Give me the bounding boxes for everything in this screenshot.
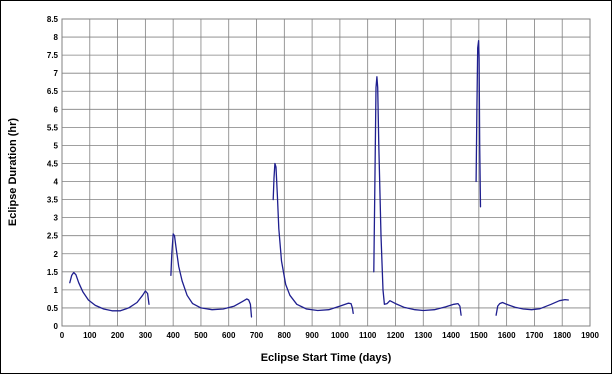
y-tick-label: 2 — [54, 250, 59, 259]
y-tick-label: 5 — [54, 141, 59, 150]
x-tick-label: 200 — [111, 331, 125, 340]
x-tick-label: 900 — [305, 331, 319, 340]
x-tick-label: 400 — [166, 331, 180, 340]
series-line-segment — [170, 233, 253, 318]
grid — [62, 19, 590, 326]
x-tick-label: 0 — [60, 331, 65, 340]
y-tick-label: 7 — [54, 69, 59, 78]
x-tick-label: 300 — [139, 331, 153, 340]
series-group — [69, 40, 569, 318]
y-tick-label: 8.5 — [47, 15, 59, 24]
series-line-segment — [495, 298, 569, 316]
series-line-segment — [475, 40, 482, 208]
x-tick-label: 1600 — [498, 331, 516, 340]
x-tick-label: 1800 — [553, 331, 571, 340]
x-tick-label: 600 — [222, 331, 236, 340]
x-tick-label: 700 — [250, 331, 264, 340]
x-tick-label: 500 — [194, 331, 208, 340]
x-tick-label: 1300 — [414, 331, 432, 340]
y-tick-label: 8 — [54, 33, 59, 42]
series-line-segment — [272, 162, 354, 315]
x-tick-label: 1900 — [581, 331, 599, 340]
x-axis-title: Eclipse Start Time (days) — [261, 352, 392, 364]
y-axis-title: Eclipse Duration (hr) — [7, 118, 19, 227]
y-tick-label: 2.5 — [47, 232, 59, 241]
y-tick-label: 6.5 — [47, 87, 59, 96]
x-tick-label: 1100 — [359, 331, 377, 340]
y-tick-label: 5.5 — [47, 123, 59, 132]
y-tick-label: 4.5 — [47, 159, 59, 168]
y-tick-label: 1.5 — [47, 268, 59, 277]
y-tick-label: 4 — [54, 178, 59, 187]
x-tick-label: 800 — [278, 331, 292, 340]
y-tick-label: 3.5 — [47, 196, 59, 205]
x-tick-label: 100 — [83, 331, 97, 340]
x-tick-label: 1400 — [442, 331, 460, 340]
series-line-segment — [373, 76, 462, 316]
x-tick-label: 1700 — [526, 331, 544, 340]
plot-area — [61, 18, 591, 327]
x-tick-label: 1200 — [387, 331, 405, 340]
y-tick-label: 3 — [54, 214, 59, 223]
y-tick-label: 1 — [54, 286, 59, 295]
series-line-segment — [69, 271, 150, 312]
x-tick-labels: 0 100 200 300 400 500 600 700 800 900 1000 1100 1200… — [60, 331, 600, 340]
y-tick-label: 0 — [54, 322, 59, 331]
y-tick-labels: 0 0.5 1 1.5 2 2.5 3 3.5 4 4.5 5 5.5 6 6.5 7 7.5 8 8.5 — [47, 15, 59, 331]
x-tick-label: 1000 — [331, 331, 349, 340]
y-tick-label: 0.5 — [47, 304, 59, 313]
x-tick-label: 1500 — [470, 331, 488, 340]
y-tick-label: 7.5 — [47, 51, 59, 60]
y-tick-label: 6 — [54, 105, 59, 114]
